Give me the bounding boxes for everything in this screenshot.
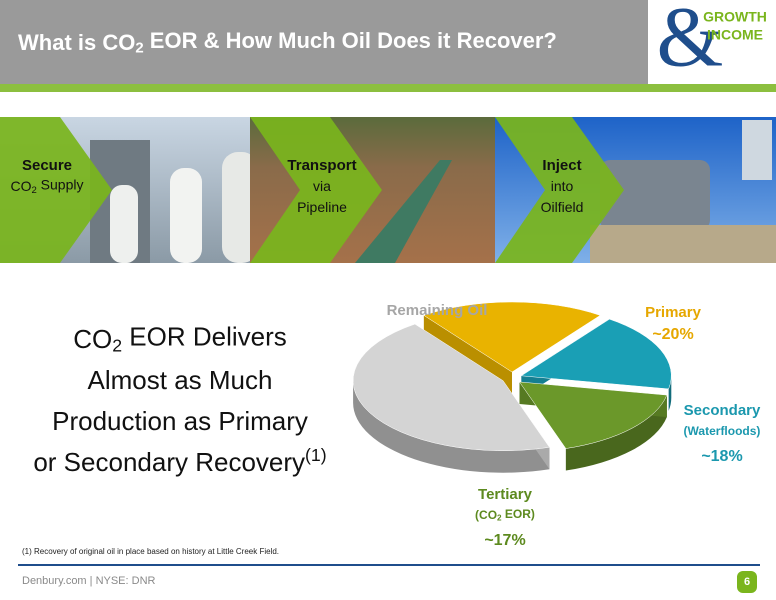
step-text: Pipeline <box>297 199 347 215</box>
logo-box <box>648 0 776 84</box>
photo-detail <box>355 160 452 263</box>
text-run: EOR Delivers <box>122 321 287 351</box>
page-badge <box>737 571 757 593</box>
step-text: into <box>551 178 574 194</box>
step-text: Oilfield <box>541 199 584 215</box>
text-script: 2 <box>497 514 502 523</box>
chevron <box>495 117 624 263</box>
text-script: 2 <box>135 39 143 56</box>
step-title: Secure <box>22 157 72 174</box>
text-run: CO <box>11 178 32 194</box>
text-run: Almost as Much <box>88 365 273 395</box>
pie-value-label: ~18% <box>701 448 742 465</box>
text-run: via <box>313 178 331 194</box>
headline-line: Production as Primary <box>52 406 308 436</box>
text-script: 2 <box>32 184 37 195</box>
photo-strip <box>0 117 776 263</box>
pie-value-label: ~17% <box>484 532 525 549</box>
pie-slice <box>352 323 550 451</box>
pie-value-label: ~20% <box>652 326 693 343</box>
pie-slice-side <box>353 380 550 473</box>
pie-sublabel: (Waterfloods) <box>684 424 761 438</box>
text-run: Production as Primary <box>52 406 308 436</box>
logo-text: INCOME <box>707 27 763 43</box>
text-run: or Secondary Recovery <box>33 447 305 477</box>
text-run: (Waterfloods) <box>684 424 761 438</box>
text-run: into <box>551 178 574 194</box>
text-run: Pipeline <box>297 199 347 215</box>
text-run: EOR & How Much Oil Does it Recover? <box>144 28 557 53</box>
pie-label: Tertiary <box>478 486 533 503</box>
pie-slice <box>423 301 601 373</box>
text-run: (CO <box>475 508 497 522</box>
text-run: What is CO <box>18 30 135 55</box>
step-title: Inject <box>542 157 581 174</box>
text-script: (1) <box>305 445 327 465</box>
pie-label: Secondary <box>684 402 761 419</box>
headline-line: or Secondary Recovery(1) <box>33 445 326 477</box>
step-text: CO2 Supply <box>11 176 84 195</box>
header-rule <box>0 84 776 92</box>
pie-label: Primary <box>645 304 702 321</box>
logo-mark: & <box>657 0 724 85</box>
pie-slice-side <box>668 375 672 411</box>
pie-slice-side <box>565 395 667 471</box>
text-run: Oilfield <box>541 199 584 215</box>
step-text: via <box>313 178 331 194</box>
photo-detail <box>742 120 772 180</box>
photo-detail <box>170 168 202 263</box>
chevron <box>250 117 382 263</box>
text-run: EOR) <box>502 507 535 521</box>
photo-detail <box>222 152 258 263</box>
headline-line: Almost as Much <box>88 365 273 395</box>
pie-slice <box>518 381 668 449</box>
pie-label: Remaining Oil <box>387 302 488 319</box>
chevron <box>0 117 112 263</box>
header-band <box>0 0 776 84</box>
text-run: Supply <box>37 176 84 192</box>
logo-text: GROWTH <box>703 9 767 25</box>
slide-title: What is CO2 EOR & How Much Oil Does it R… <box>18 28 557 57</box>
photo-detail <box>600 160 710 230</box>
photo-detail <box>110 185 138 263</box>
step-title: Transport <box>287 157 356 174</box>
text-script: 2 <box>112 335 122 355</box>
pie-sublabel: (CO2 EOR) <box>475 507 535 523</box>
headline-line: CO2 EOR Delivers <box>73 321 287 355</box>
footnote: (1) Recovery of original oil in place ba… <box>22 547 279 556</box>
footer-text: Denbury.com | NYSE: DNR <box>22 575 156 587</box>
text-run: CO <box>73 324 112 354</box>
pie-slice <box>520 318 672 390</box>
photo-detail <box>590 225 776 263</box>
page-number: 6 <box>744 576 750 588</box>
